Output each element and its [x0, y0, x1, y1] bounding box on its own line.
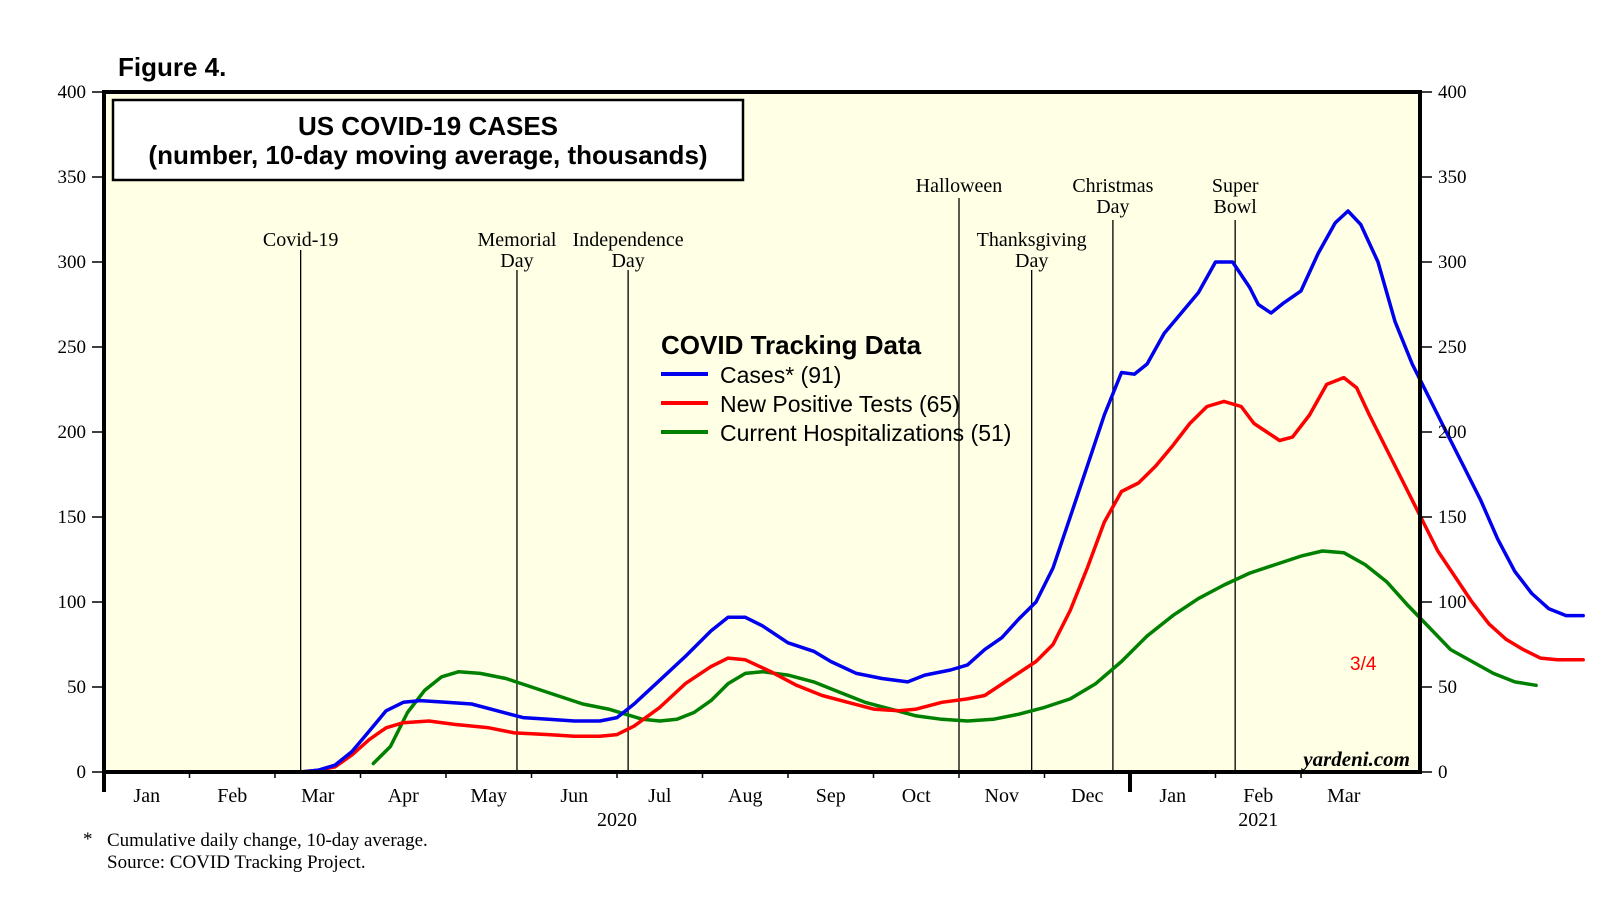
- legend-title: COVID Tracking Data: [661, 330, 922, 360]
- x-month-label: Dec: [1071, 785, 1103, 807]
- x-year-label: 2021: [1238, 809, 1278, 831]
- y-tick-label-right: 200: [1438, 422, 1467, 443]
- x-month-label: Jan: [1159, 785, 1186, 807]
- x-month-label: Jun: [560, 785, 588, 807]
- y-tick-label-right: 250: [1438, 337, 1467, 358]
- event-label: Thanksgiving: [977, 229, 1087, 251]
- x-month-label: Feb: [1243, 785, 1273, 807]
- x-month-label: Sep: [816, 785, 846, 807]
- legend-label-cases: Cases* (91): [720, 362, 841, 388]
- event-label: Independence: [573, 229, 684, 251]
- y-tick-label-right: 150: [1438, 507, 1467, 528]
- x-month-label: Jul: [648, 785, 672, 807]
- x-month-label: Aug: [728, 785, 762, 807]
- footnote-marker: *: [83, 829, 93, 850]
- y-tick-label-right: 100: [1438, 592, 1467, 613]
- series-line-positive-tests: [174, 375, 1585, 774]
- y-tick-label-right: 50: [1438, 677, 1457, 698]
- y-tick-label-right: 300: [1438, 252, 1467, 273]
- event-label: Memorial: [478, 229, 557, 251]
- event-label: Day: [500, 250, 533, 272]
- source-text: Source: COVID Tracking Project.: [107, 852, 366, 873]
- y-tick-label-right: 400: [1438, 82, 1467, 103]
- x-month-label: May: [470, 785, 507, 807]
- legend: COVID Tracking Data Cases* (91) New Posi…: [661, 330, 1011, 446]
- x-month-label: Feb: [217, 785, 247, 807]
- event-label: Christmas: [1072, 175, 1153, 197]
- watermark: yardeni.com: [1300, 747, 1410, 771]
- legend-label-positive-tests: New Positive Tests (65): [720, 391, 960, 417]
- x-month-label: Mar: [1327, 785, 1361, 807]
- y-tick-label-left: 50: [67, 677, 86, 698]
- event-label: Day: [1096, 196, 1129, 218]
- x-month-label: Mar: [301, 785, 335, 807]
- x-month-label: Jan: [133, 785, 160, 807]
- event-label: Super: [1212, 175, 1259, 197]
- y-tick-label-left: 100: [58, 592, 87, 613]
- y-tick-label-left: 300: [58, 252, 87, 273]
- title-box: [111, 98, 745, 182]
- plot-background: [104, 92, 1420, 772]
- event-label: Covid-19: [263, 229, 339, 251]
- y-tick-label-left: 0: [77, 762, 87, 783]
- legend-label-hospitalizations: Current Hospitalizations (51): [720, 420, 1011, 446]
- x-month-label: Oct: [902, 785, 931, 807]
- y-tick-label-left: 250: [58, 337, 87, 358]
- chart-title: US COVID-19 CASES: [298, 111, 558, 141]
- x-month-label: Nov: [985, 785, 1019, 807]
- event-label: Day: [611, 250, 644, 272]
- series-line-hospitalizations: [371, 549, 1538, 766]
- y-tick-label-right: 0: [1438, 762, 1448, 783]
- series-line-cases: [179, 209, 1585, 774]
- footnote-text: Cumulative daily change, 10-day average.: [107, 830, 428, 851]
- x-year-label: 2020: [597, 809, 637, 831]
- y-tick-label-left: 150: [58, 507, 87, 528]
- chart-subtitle: (number, 10-day moving average, thousand…: [148, 140, 707, 170]
- event-label: Day: [1015, 250, 1048, 272]
- y-tick-label-left: 400: [58, 82, 87, 103]
- x-month-label: Apr: [388, 785, 419, 807]
- event-label: Bowl: [1213, 196, 1257, 218]
- end-date-label: 3/4: [1350, 654, 1377, 675]
- y-tick-label-left: 350: [58, 167, 87, 188]
- y-tick-label-left: 200: [58, 422, 87, 443]
- figure-label: Figure 4.: [118, 52, 226, 82]
- y-tick-label-right: 350: [1438, 167, 1467, 188]
- event-label: Halloween: [916, 175, 1003, 197]
